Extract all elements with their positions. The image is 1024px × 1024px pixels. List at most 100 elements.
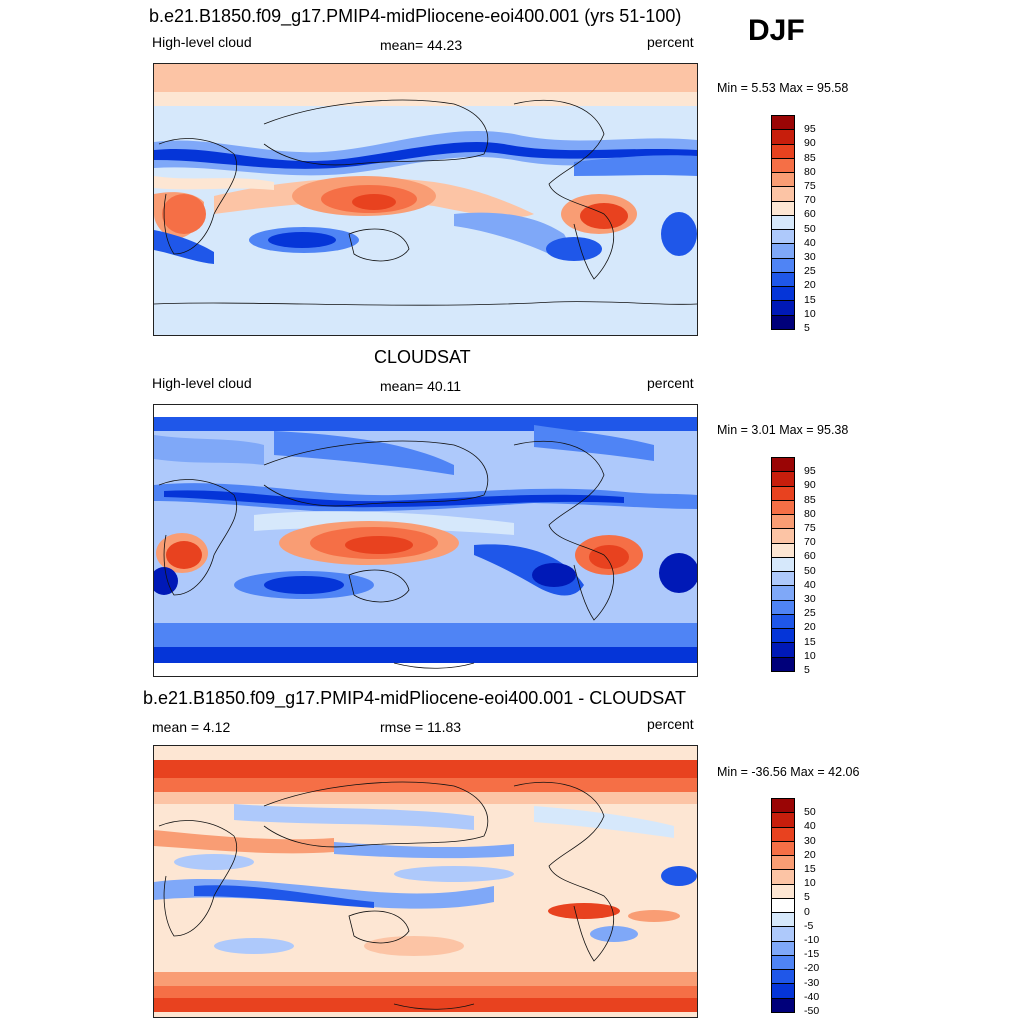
panel1-colorbar-box: [772, 287, 794, 302]
panel2-colorbar-box: [772, 657, 794, 671]
panel1-colorbar: [771, 115, 795, 330]
panel3-colorbar-box: [772, 799, 794, 814]
colorbar-level-label: 50: [804, 564, 816, 577]
panel3-colorbar-box: [772, 870, 794, 885]
colorbar-level-label: -20: [804, 962, 820, 975]
panel3-colorbar-box: [772, 913, 794, 928]
panel3-map: [153, 745, 698, 1018]
colorbar-level-label: 85: [804, 493, 816, 506]
panel3-minmax-label: Min = -36.56 Max = 42.06: [717, 765, 860, 779]
panel3-colorbar-labels: 50 40 30 20 15 10 5 0 -5 -10 -15 -20 -30…: [804, 798, 844, 1017]
panel1-colorbar-box: [772, 201, 794, 216]
colorbar-level-label: 0: [804, 905, 810, 918]
colorbar-level-label: 60: [804, 208, 816, 221]
panel3-colorbar-box: [772, 898, 794, 914]
panel3-rmse-label: rmse = 11.83: [380, 719, 462, 735]
panel2-units-label: percent: [647, 375, 694, 391]
colorbar-level-label: 30: [804, 593, 816, 606]
colorbar-level-label: 90: [804, 137, 816, 150]
colorbar-level-label: 20: [804, 621, 816, 634]
colorbar-level-label: 5: [804, 891, 810, 904]
colorbar-level-label: 5: [804, 322, 810, 334]
panel2-colorbar: [771, 457, 795, 672]
colorbar-level-label: -5: [804, 919, 814, 932]
panel2-colorbar-box: [772, 572, 794, 587]
colorbar-level-label: 15: [804, 293, 816, 306]
panel2-colorbar-box: [772, 614, 794, 630]
colorbar-level-label: 30: [804, 834, 816, 847]
colorbar-level-label: -10: [804, 934, 820, 947]
colorbar-level-label: 10: [804, 649, 816, 662]
panel2-colorbar-box: [772, 600, 794, 615]
colorbar-level-label: -15: [804, 948, 820, 961]
panel1-colorbar-box: [772, 116, 794, 131]
panel2-title: CLOUDSAT: [374, 347, 471, 367]
colorbar-level-label: 80: [804, 507, 816, 520]
panel1-colorbar-box: [772, 301, 794, 316]
colorbar-level-label: 95: [804, 123, 816, 136]
panel1-colorbar-box: [772, 144, 794, 159]
panel3-colorbar-box: [772, 927, 794, 942]
colorbar-level-label: 70: [804, 194, 816, 207]
panel2-map: [153, 404, 698, 677]
colorbar-level-label: 20: [804, 848, 816, 861]
panel1-colorbar-labels: 95 90 85 80 75 70 60 50 40 30 25 20 15 1…: [804, 115, 844, 334]
panel2-colorbar-box: [772, 643, 794, 658]
panel1-variable-label: High-level cloud: [152, 34, 252, 50]
panel2-colorbar-box: [772, 629, 794, 644]
colorbar-level-label: 95: [804, 465, 816, 478]
panel3-colorbar-box: [772, 884, 794, 899]
panel1-colorbar-box: [772, 215, 794, 231]
panel1-units-label: percent: [647, 34, 694, 50]
panel1-colorbar-box: [772, 173, 794, 188]
panel2-colorbar-box: [772, 557, 794, 573]
colorbar-level-label: 15: [804, 862, 816, 875]
panel1-colorbar-box: [772, 272, 794, 288]
panel1-colorbar-box: [772, 315, 794, 329]
panel2-mean-label: mean= 40.11: [380, 378, 462, 394]
panel3-mean-label: mean = 4.12: [152, 719, 231, 735]
colorbar-level-label: -40: [804, 990, 820, 1003]
colorbar-level-label: 80: [804, 165, 816, 178]
colorbar-level-label: 60: [804, 550, 816, 563]
panel3-colorbar: [771, 798, 795, 1013]
colorbar-level-label: 25: [804, 607, 816, 620]
colorbar-level-label: 40: [804, 236, 816, 249]
panel1-mean-label: mean= 44.23: [380, 37, 463, 53]
panel1-map: [153, 63, 698, 336]
panel1-minmax-label: Min = 5.53 Max = 95.58: [717, 81, 849, 95]
season-label: DJF: [748, 14, 805, 47]
panel1-colorbar-box: [772, 158, 794, 174]
panel1-colorbar-box: [772, 187, 794, 202]
panel2-colorbar-box: [772, 458, 794, 473]
colorbar-level-label: 85: [804, 151, 816, 164]
colorbar-level-label: 25: [804, 265, 816, 278]
colorbar-level-label: 20: [804, 279, 816, 292]
colorbar-level-label: 50: [804, 222, 816, 235]
colorbar-level-label: 10: [804, 877, 816, 890]
panel3-units-label: percent: [647, 716, 694, 732]
colorbar-level-label: 70: [804, 536, 816, 549]
colorbar-level-label: -50: [804, 1005, 820, 1017]
panel1-colorbar-box: [772, 244, 794, 259]
panel3-colorbar-box: [772, 984, 794, 999]
colorbar-level-label: -30: [804, 976, 820, 989]
panel2-variable-label: High-level cloud: [152, 375, 252, 391]
colorbar-level-label: 15: [804, 635, 816, 648]
panel1-colorbar-box: [772, 230, 794, 245]
panel3-colorbar-box: [772, 941, 794, 956]
panel2-minmax-label: Min = 3.01 Max = 95.38: [717, 423, 849, 437]
panel3-colorbar-box: [772, 998, 794, 1012]
panel2-colorbar-labels: 95 90 85 80 75 70 60 50 40 30 25 20 15 1…: [804, 457, 844, 676]
colorbar-level-label: 75: [804, 179, 816, 192]
colorbar-level-label: 10: [804, 307, 816, 320]
panel3-colorbar-box: [772, 955, 794, 971]
panel2-colorbar-box: [772, 500, 794, 516]
panel3-colorbar-box: [772, 856, 794, 871]
panel2-colorbar-box: [772, 529, 794, 544]
panel2-colorbar-box: [772, 543, 794, 558]
panel3-colorbar-box: [772, 827, 794, 842]
colorbar-level-label: 30: [804, 251, 816, 264]
panel1-colorbar-box: [772, 258, 794, 273]
panel3-title: b.e21.B1850.f09_g17.PMIP4-midPliocene-eo…: [143, 688, 686, 708]
